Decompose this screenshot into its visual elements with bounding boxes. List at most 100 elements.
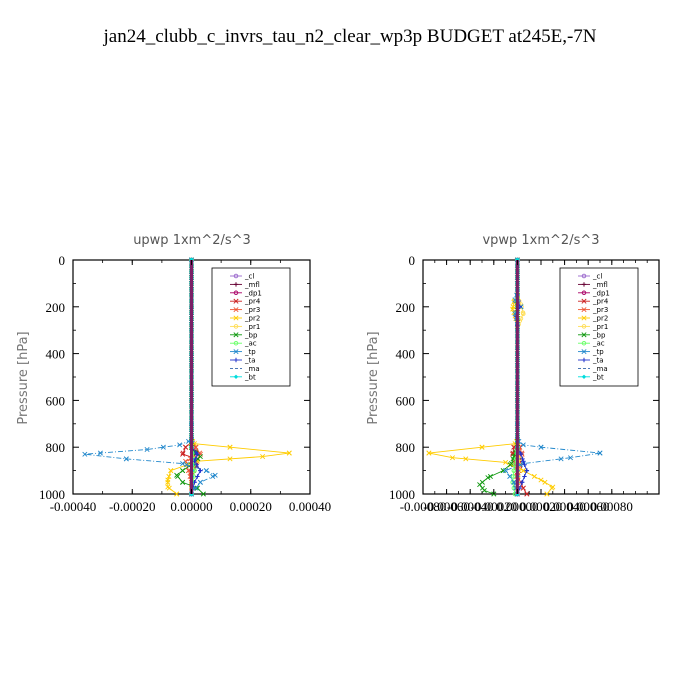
legend-box xyxy=(559,267,639,387)
data-point xyxy=(212,472,218,478)
data-point xyxy=(519,480,525,485)
data-point xyxy=(507,473,513,479)
data-point xyxy=(507,462,513,468)
data-point xyxy=(463,456,469,462)
y-tick-label: 400 xyxy=(396,347,416,362)
legend-box xyxy=(211,267,291,387)
data-point xyxy=(203,468,209,474)
legend-label: _ma xyxy=(592,365,608,373)
x-tick-label: 0.00000 xyxy=(170,499,212,514)
x-tick-label: -0.00060 xyxy=(423,499,470,514)
data-point xyxy=(549,485,555,491)
data-point xyxy=(175,473,181,479)
data-point xyxy=(520,468,526,474)
y-axis-label: Pressure [hPa] xyxy=(366,331,381,424)
legend-marker xyxy=(233,315,239,321)
legend-label: _pr2 xyxy=(592,315,608,323)
data-point xyxy=(180,450,186,456)
series-markers xyxy=(426,257,556,497)
series-layer xyxy=(426,257,603,497)
data-point xyxy=(426,450,432,456)
data-point xyxy=(180,461,186,467)
legend-label: _tp xyxy=(244,348,256,356)
legend-item: _bp xyxy=(578,331,606,339)
data-point xyxy=(195,474,200,479)
data-point xyxy=(260,454,266,460)
legend-marker xyxy=(581,307,587,313)
legend-item: _ac xyxy=(230,340,257,348)
data-point xyxy=(174,491,180,497)
legend-item: _dp1 xyxy=(578,289,610,297)
data-point xyxy=(210,473,216,479)
legend-marker xyxy=(581,298,587,304)
data-point xyxy=(165,479,171,485)
data-point xyxy=(521,459,526,464)
y-tick-label: 200 xyxy=(396,300,416,315)
legend-label: _bt xyxy=(592,373,604,381)
data-point xyxy=(520,485,526,491)
legend-marker xyxy=(581,324,587,329)
data-point xyxy=(286,450,292,456)
legend-label: _ma xyxy=(244,365,260,373)
legend-label: _pr3 xyxy=(592,306,608,314)
legend-item: _pr2 xyxy=(230,315,260,323)
data-point xyxy=(542,479,548,485)
upwp-panel: upwp 1xm^2/s^3 Pressure [hPa] -0.00040 -0… xyxy=(16,233,331,514)
legend-item: _tp xyxy=(578,348,604,356)
legend-item: _bt xyxy=(230,373,256,381)
legend-marker xyxy=(581,282,587,287)
data-point xyxy=(511,479,517,485)
data-point xyxy=(479,485,485,491)
legend-item: _bp xyxy=(230,331,258,339)
legend-label: _cl xyxy=(592,273,602,281)
x-tick-label: -0.00080 xyxy=(400,499,447,514)
data-point xyxy=(503,459,509,465)
data-point xyxy=(522,474,527,479)
series-line xyxy=(428,260,554,495)
legend-label: _ta xyxy=(592,357,604,365)
legend-marker xyxy=(581,340,587,346)
legend-label: _pr2 xyxy=(244,315,260,323)
data-point xyxy=(180,479,186,485)
legend-marker xyxy=(233,298,239,304)
data-point xyxy=(168,468,174,474)
data-point xyxy=(503,468,509,474)
data-point xyxy=(194,450,199,456)
y-tick-label: 0 xyxy=(409,253,416,268)
legend-label: _mfl xyxy=(244,281,260,289)
legend-label: _bp xyxy=(592,331,606,339)
data-point xyxy=(227,444,233,450)
legend-label: _bp xyxy=(244,331,258,339)
data-point xyxy=(183,444,189,450)
x-tick-label: -0.00040 xyxy=(50,499,97,514)
legend-marker xyxy=(233,374,239,379)
data-point xyxy=(180,451,186,457)
x-tick-label: 0.00040 xyxy=(289,499,331,514)
legend-item: _mfl xyxy=(578,281,608,289)
y-tick-label: 800 xyxy=(46,440,66,455)
legend-label: _ac xyxy=(244,340,257,348)
x-tick-label: 0.00020 xyxy=(520,499,562,514)
legend-label: _ac xyxy=(592,340,605,348)
x-tick-label: 0.00000 xyxy=(496,499,538,514)
legend-label: _pr3 xyxy=(244,306,260,314)
legend-label: _bt xyxy=(244,373,256,381)
legend-label: _pr4 xyxy=(592,298,609,306)
data-point xyxy=(524,491,530,497)
x-tick-label: 0.00080 xyxy=(591,499,633,514)
data-point xyxy=(538,477,544,483)
x-tick-label: -0.00020 xyxy=(471,499,518,514)
data-point xyxy=(197,479,203,485)
legend-marker xyxy=(581,290,587,296)
legend-item: _tp xyxy=(230,348,256,356)
axis-ticks: -0.00040 -0.00020 0.00000 0.00020 0.00040 0 20… xyxy=(39,253,331,514)
x-tick-label: 0.00040 xyxy=(543,499,585,514)
legend-marker xyxy=(581,357,587,363)
legend-item: _ma xyxy=(230,365,260,373)
data-point xyxy=(177,442,183,448)
legend-marker xyxy=(581,332,587,338)
legend-item: _ac xyxy=(578,340,605,348)
data-point xyxy=(597,450,603,456)
data-point xyxy=(511,474,516,479)
